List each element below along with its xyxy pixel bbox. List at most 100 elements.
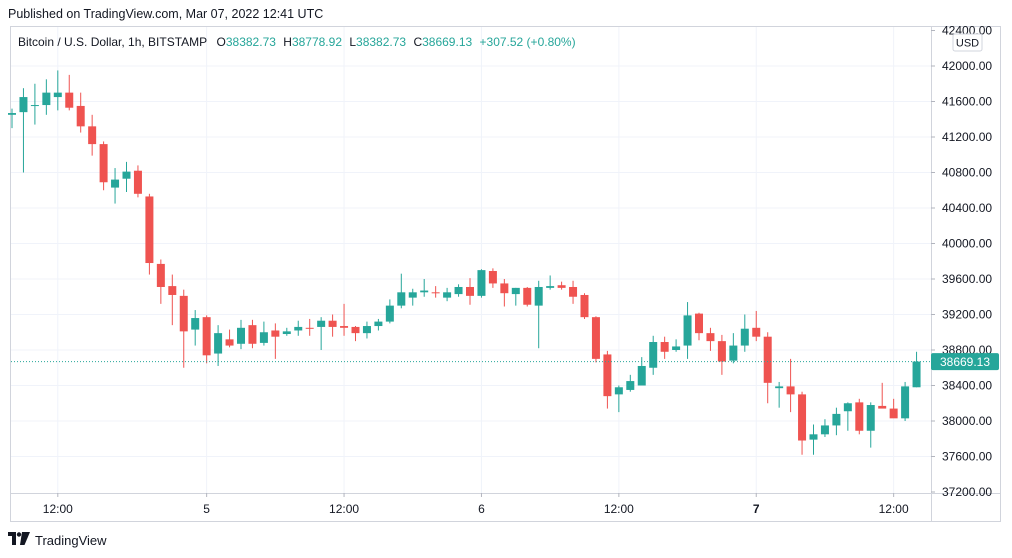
candle (259, 321, 268, 346)
candle (374, 318, 383, 331)
y-tick-label: 37200.00 (942, 485, 992, 499)
x-tick-label: 12:00 (604, 502, 634, 516)
currency-badge[interactable]: USD (952, 33, 983, 52)
candle-body (832, 413, 841, 426)
candle (248, 319, 257, 349)
chart-frame (10, 26, 1001, 522)
y-tick-label: 40400.00 (942, 201, 992, 215)
candle (763, 332, 772, 404)
candle-body (511, 287, 520, 295)
candle-body (729, 345, 738, 361)
candle (225, 329, 234, 348)
candle-body (259, 332, 268, 343)
x-tick-label: 5 (203, 502, 210, 516)
candle-body (214, 333, 223, 354)
candle (614, 385, 623, 413)
candle (557, 281, 566, 290)
low-value: 38382.73 (356, 35, 407, 49)
candle (191, 310, 200, 346)
candle-body (408, 292, 417, 298)
candle (237, 319, 245, 350)
candle-body (122, 171, 131, 179)
candles (8, 70, 921, 455)
candle (76, 92, 85, 133)
footer-brand[interactable]: TradingView (8, 532, 107, 548)
candle (866, 402, 875, 448)
candle (156, 259, 165, 304)
y-tick-label: 39200.00 (942, 308, 992, 322)
candle-body (752, 327, 761, 337)
candle (649, 335, 658, 375)
candle-body (614, 387, 623, 395)
candle (168, 274, 177, 326)
y-tick-label: 41200.00 (942, 130, 992, 144)
close-value: 38669.13 (422, 35, 473, 49)
candle (294, 320, 303, 336)
candle-body (42, 92, 51, 106)
candle (351, 326, 360, 342)
candle (397, 273, 406, 309)
candle-body (431, 292, 440, 294)
candle-body (294, 326, 303, 331)
candle (42, 79, 51, 115)
candle-body (912, 361, 921, 388)
x-tick-label: 12:00 (879, 502, 909, 516)
x-tick-label: 12:00 (329, 502, 359, 516)
candle-body (866, 405, 875, 431)
candle (683, 302, 692, 359)
candle (145, 193, 154, 275)
candle (798, 391, 807, 455)
candle-body (637, 365, 646, 386)
candle-body (179, 295, 188, 332)
candle-body (145, 196, 154, 264)
candle-body (477, 270, 486, 296)
candle (889, 398, 898, 419)
candle-body (99, 144, 108, 183)
symbol-name[interactable]: Bitcoin / U.S. Dollar, 1h, BITSTAMP (18, 35, 208, 49)
candle (202, 315, 211, 364)
candle (695, 312, 703, 341)
candle-body (30, 105, 39, 107)
candle (282, 327, 291, 336)
x-tick-label: 6 (478, 502, 485, 516)
candle (901, 381, 910, 421)
candle (8, 108, 16, 129)
candle (408, 288, 417, 306)
candle-body (397, 292, 406, 306)
tradingview-logo-icon (8, 532, 30, 548)
candle (65, 74, 74, 111)
candle-body (878, 405, 887, 409)
candle-body (340, 326, 349, 328)
candle-body (603, 354, 612, 397)
candle-body (328, 320, 337, 327)
candle-body (706, 333, 715, 342)
candle (99, 141, 108, 191)
candle (706, 327, 715, 351)
candle (340, 303, 349, 336)
candle (912, 351, 921, 388)
candle-body (889, 408, 898, 419)
candle-body (111, 179, 120, 188)
candle (786, 358, 795, 413)
published-caption: Published on TradingView.com, Mar 07, 20… (8, 7, 324, 21)
candle-body (809, 434, 818, 440)
ohlc-legend: Bitcoin / U.S. Dollar, 1h, BITSTAMP O383… (18, 35, 580, 49)
candle (603, 350, 612, 409)
candle (431, 286, 440, 298)
candle-body (317, 320, 326, 327)
candle-body (282, 331, 291, 335)
candle-body (580, 294, 589, 318)
candle (511, 287, 520, 306)
candle-body (534, 286, 543, 306)
candle (466, 278, 474, 305)
candle (878, 382, 887, 409)
candle-body (248, 325, 257, 344)
candle-body (225, 339, 234, 346)
candle-body (649, 342, 658, 368)
candle-body (546, 286, 555, 288)
candle (477, 269, 486, 298)
candle (855, 398, 864, 435)
open-value: 38382.73 (225, 35, 276, 49)
candle-body (717, 341, 726, 362)
